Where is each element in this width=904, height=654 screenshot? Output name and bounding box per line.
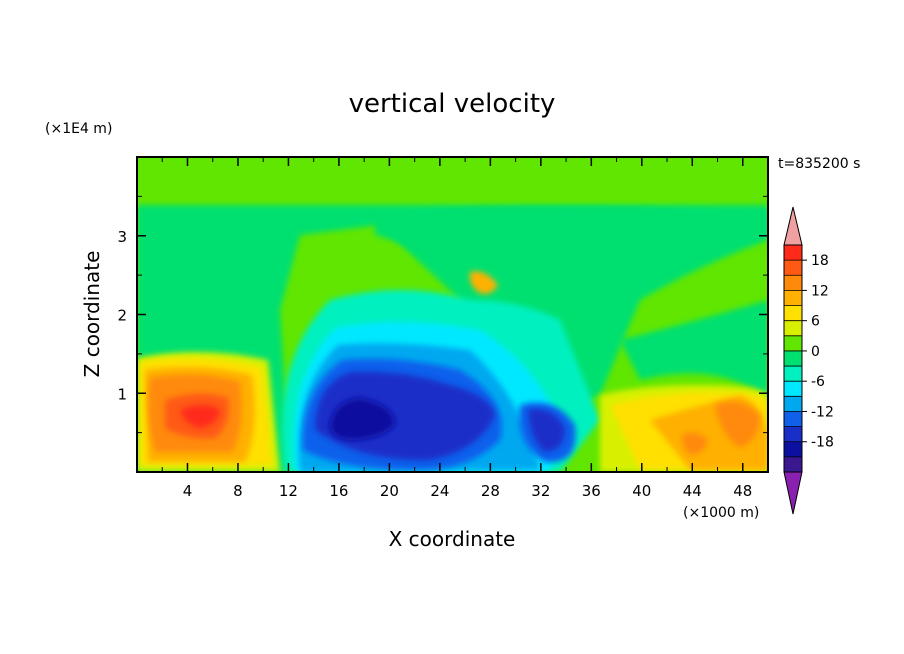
x-tick-label: 44 <box>683 482 702 500</box>
x-tick-label: 40 <box>632 482 651 500</box>
contour-region <box>469 271 498 294</box>
x-tick-label: 32 <box>531 482 550 500</box>
x-unit-label: (×1000 m) <box>683 505 759 521</box>
contour-region <box>330 398 395 440</box>
colorbar-segment <box>784 456 802 473</box>
colorbar-segment <box>784 320 802 337</box>
x-tick-label: 20 <box>380 482 399 500</box>
contour-region <box>682 432 708 455</box>
contour-region <box>180 405 220 428</box>
x-tick-label: 4 <box>183 482 193 500</box>
plot-area <box>137 157 768 472</box>
x-tick-label: 16 <box>329 482 348 500</box>
colorbar-segment <box>784 260 802 276</box>
colorbar-tick-label: 0 <box>811 344 820 360</box>
colorbar-segment <box>784 335 802 352</box>
x-tick-label: 28 <box>481 482 500 500</box>
y-tick-label: 1 <box>117 385 127 403</box>
colorbar-tick-label: 18 <box>811 253 829 269</box>
colorbar-segment <box>784 426 802 443</box>
x-tick-label: 24 <box>430 482 449 500</box>
contour-region <box>620 300 768 400</box>
colorbar-segment <box>784 275 802 291</box>
colorbar-segment <box>784 366 802 382</box>
x-axis-label: X coordinate <box>389 527 516 551</box>
colorbar-segment <box>784 411 802 427</box>
colorbar: 18 12 6 0 -6 -12 -18 <box>783 206 834 515</box>
contour-region <box>528 409 565 452</box>
colorbar-segment <box>784 350 802 367</box>
colorbar-tick-label: 12 <box>811 283 829 299</box>
colorbar-segment <box>784 381 802 397</box>
x-tick-label: 48 <box>733 482 752 500</box>
y-tick-label: 2 <box>117 307 127 325</box>
contour-region <box>715 401 760 448</box>
x-tick-label: 12 <box>279 482 298 500</box>
colorbar-segment <box>784 290 802 306</box>
colorbar-segment <box>784 396 802 412</box>
y-unit-label: (×1E4 m) <box>45 121 112 137</box>
colorbar-tick-label: -18 <box>811 435 834 451</box>
colorbar-over-arrow <box>783 206 803 246</box>
colorbar-tick-label: 6 <box>811 314 820 330</box>
chart-title: vertical velocity <box>349 89 556 119</box>
x-tick-label: 8 <box>233 482 243 500</box>
colorbar-segment <box>784 245 802 261</box>
colorbar-tick-label: -6 <box>811 374 825 390</box>
y-tick-label: 3 <box>117 228 127 246</box>
x-tick-label: 36 <box>582 482 601 500</box>
time-label: t=835200 s <box>778 156 860 172</box>
colorbar-segment <box>784 441 802 458</box>
colorbar-segment <box>784 305 802 321</box>
colorbar-under-arrow <box>783 471 803 515</box>
colorbar-tick-label: -12 <box>811 404 834 420</box>
x-axis: 4 8 12 16 20 24 28 32 36 40 44 48 <box>161 157 752 500</box>
y-axis: 1 2 3 <box>117 195 768 434</box>
y-axis-label: Z coordinate <box>80 251 104 378</box>
